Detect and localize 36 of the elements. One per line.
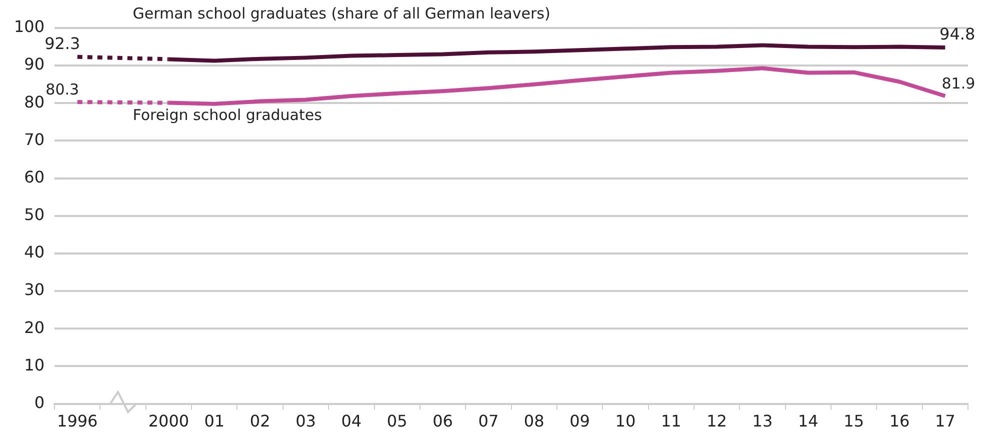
y-tick-label: 10 [24, 355, 45, 374]
x-tick-label: 08 [524, 412, 544, 431]
x-tick-label: 07 [478, 412, 499, 431]
x-tick-label: 02 [250, 412, 270, 431]
data-label: 80.3 [46, 80, 80, 98]
x-tick-label: 14 [798, 412, 818, 431]
series-label: Foreign school graduates [132, 106, 322, 124]
y-tick-label: 80 [24, 92, 45, 112]
data-label: 94.8 [940, 24, 976, 44]
x-tick-label: 06 [432, 412, 453, 431]
y-tick-label: 50 [24, 205, 45, 224]
x-tick-label: 16 [889, 412, 910, 431]
y-tick-label: 20 [24, 318, 45, 337]
x-tick-label: 2000 [148, 412, 190, 431]
y-tick-label: 40 [24, 242, 45, 262]
x-tick-label: 12 [706, 412, 727, 431]
x-tick-label: 01 [204, 412, 225, 431]
y-tick-label: 100 [14, 17, 45, 36]
y-tick-label: 70 [24, 130, 45, 149]
y-tick-label: 90 [24, 54, 45, 74]
series-label: German school graduates (share of all German leavers) [132, 4, 550, 22]
x-tick-label: 05 [386, 412, 408, 431]
data-label: 81.9 [942, 74, 976, 92]
x-tick-label: 15 [844, 412, 864, 431]
y-tick-label: 60 [24, 167, 45, 186]
x-tick-label: 1996 [57, 412, 98, 431]
x-tick-label: 04 [341, 412, 362, 431]
x-tick-label: 13 [752, 412, 773, 431]
x-tick-label: 11 [660, 412, 682, 431]
y-tick-label: 30 [24, 280, 45, 300]
x-tick-label: 09 [570, 412, 590, 431]
x-tick-label: 10 [615, 412, 636, 431]
data-label: 92.3 [44, 34, 80, 54]
y-tick-label: 0 [34, 392, 45, 412]
x-tick-label: 03 [296, 412, 316, 431]
x-tick-label: 17 [934, 412, 956, 431]
